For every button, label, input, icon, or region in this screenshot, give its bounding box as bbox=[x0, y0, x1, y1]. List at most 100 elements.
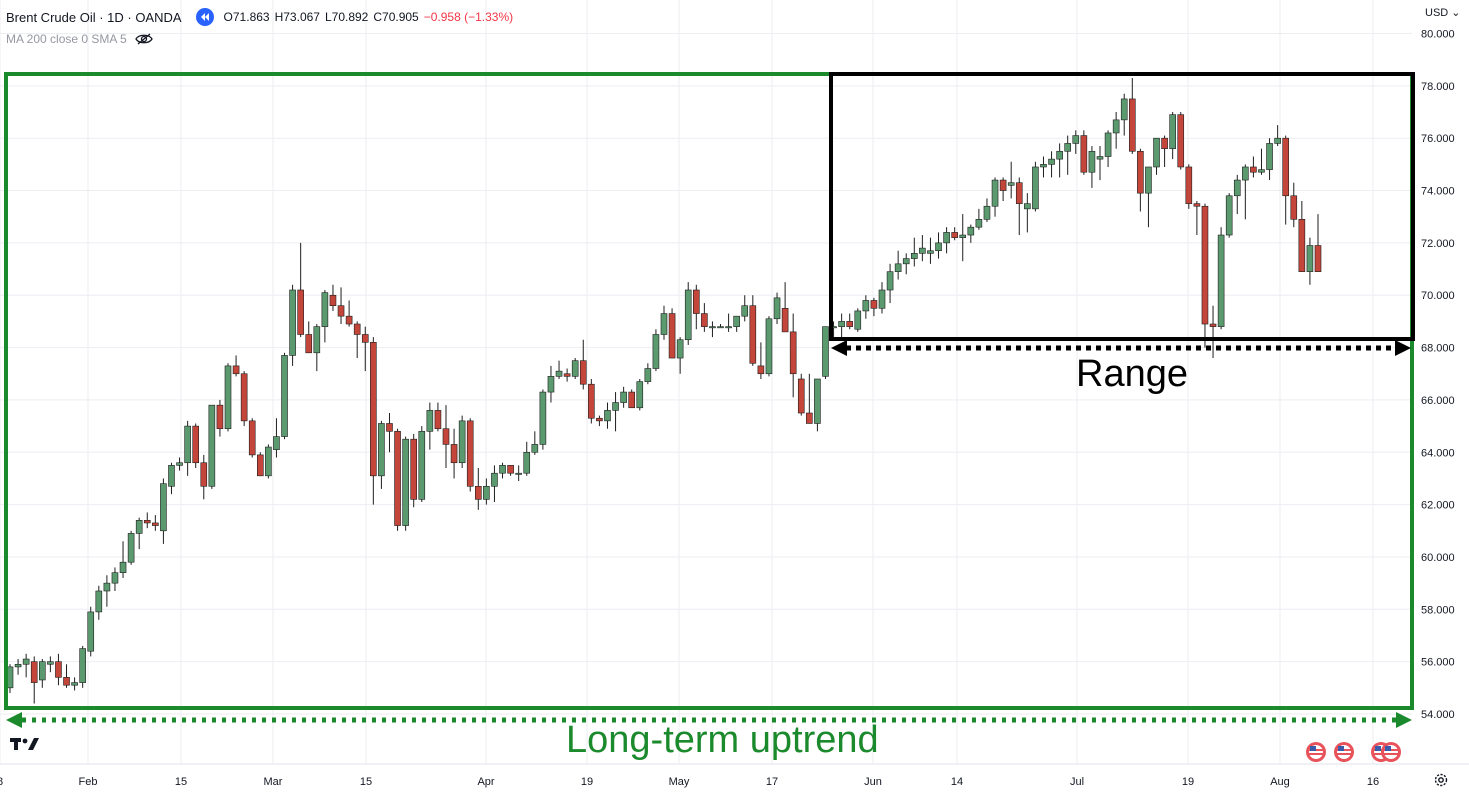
candle bbox=[886, 263, 894, 304]
trend-arrow bbox=[6, 712, 1412, 728]
candle bbox=[588, 378, 595, 424]
tradingview-logo-icon[interactable] bbox=[10, 736, 40, 757]
y-tick-label: 80.000 bbox=[1421, 29, 1455, 41]
candle bbox=[248, 418, 256, 458]
candlestick-series bbox=[6, 77, 1322, 704]
candle-body bbox=[232, 365, 240, 375]
candle bbox=[523, 441, 531, 476]
candle bbox=[152, 515, 159, 531]
candle bbox=[846, 313, 854, 330]
candle bbox=[854, 308, 862, 332]
candle-body bbox=[337, 305, 345, 317]
candle bbox=[38, 659, 46, 688]
candle bbox=[1056, 143, 1063, 178]
candle-body bbox=[709, 326, 716, 329]
candle-body bbox=[628, 391, 636, 409]
candle-body bbox=[935, 242, 942, 252]
candle-body bbox=[725, 326, 732, 329]
candle bbox=[596, 415, 603, 427]
candle-body bbox=[1314, 245, 1322, 272]
candle bbox=[1282, 135, 1290, 225]
chevron-down-icon: ⌄ bbox=[1448, 7, 1461, 19]
x-tick-label: May bbox=[669, 776, 690, 788]
candle-body bbox=[394, 431, 401, 526]
candle bbox=[22, 653, 30, 678]
candle bbox=[910, 237, 918, 267]
candle bbox=[604, 402, 611, 429]
candle bbox=[789, 313, 797, 398]
candle bbox=[378, 420, 385, 489]
candle-body bbox=[733, 315, 740, 327]
candle bbox=[1306, 237, 1314, 285]
candle-body bbox=[660, 313, 668, 335]
candle-body bbox=[1064, 143, 1072, 152]
candle-body bbox=[353, 323, 361, 335]
replay-icon[interactable] bbox=[195, 8, 214, 26]
candle bbox=[63, 664, 70, 688]
candle bbox=[919, 235, 926, 262]
gear-icon[interactable] bbox=[1433, 772, 1449, 793]
candle bbox=[361, 326, 369, 372]
candle bbox=[402, 436, 409, 531]
candle bbox=[103, 575, 111, 607]
candle-body bbox=[1274, 137, 1281, 144]
candle-body bbox=[1242, 166, 1249, 181]
y-tick-label: 68.000 bbox=[1421, 343, 1455, 355]
candle-body bbox=[1258, 169, 1265, 173]
candle bbox=[47, 656, 54, 673]
candle-body bbox=[103, 582, 111, 592]
candle bbox=[386, 413, 393, 453]
candle-body bbox=[176, 462, 183, 466]
candle bbox=[289, 284, 296, 366]
candle bbox=[1064, 135, 1072, 175]
candle bbox=[1088, 146, 1096, 188]
candle-body bbox=[789, 331, 797, 375]
candle bbox=[1298, 201, 1306, 272]
candle bbox=[71, 677, 78, 691]
candle bbox=[701, 303, 708, 332]
time-axis: 8 Feb 15 Mar 15 Apr 19 May 17 Jun 14 Jul 19 Aug 16 bbox=[0, 763, 1469, 788]
candle-body bbox=[781, 308, 789, 333]
eye-crossed-icon[interactable] bbox=[134, 32, 153, 46]
candle bbox=[265, 444, 272, 479]
candle-body bbox=[119, 561, 127, 573]
candle-body bbox=[838, 321, 845, 327]
candle-body bbox=[313, 326, 321, 354]
candle bbox=[999, 177, 1007, 202]
y-tick-label: 78.000 bbox=[1421, 81, 1455, 93]
candle-body bbox=[1015, 182, 1023, 204]
event-flag-icon[interactable] bbox=[1380, 741, 1402, 763]
x-tick-label: Feb bbox=[79, 776, 98, 788]
candle-body bbox=[636, 381, 644, 409]
currency-selector[interactable]: USD ⌄ bbox=[1425, 6, 1461, 19]
candle-body bbox=[822, 326, 829, 377]
candle-body bbox=[717, 326, 724, 329]
candle bbox=[160, 478, 167, 544]
candle-body bbox=[38, 661, 46, 681]
x-tick-label: Aug bbox=[1270, 776, 1290, 788]
candle bbox=[660, 305, 668, 340]
candle bbox=[1072, 130, 1080, 154]
candle bbox=[1015, 177, 1023, 236]
candle-body bbox=[991, 179, 999, 207]
x-tick-label: 15 bbox=[175, 776, 187, 788]
price-axis: 80.000 78.000 76.000 74.000 72.000 70.000 68.0… bbox=[1421, 29, 1455, 722]
candle-body bbox=[1032, 166, 1039, 210]
candle bbox=[216, 399, 224, 437]
candle-body bbox=[854, 310, 862, 330]
y-tick-label: 54.000 bbox=[1421, 709, 1455, 721]
candle bbox=[1096, 146, 1104, 181]
candle-body bbox=[959, 234, 967, 238]
candle bbox=[1137, 148, 1144, 212]
indicator-legend[interactable]: MA 200 close 0 SMA 5 bbox=[6, 32, 153, 46]
candle-body bbox=[741, 305, 749, 317]
candle-body bbox=[1153, 137, 1160, 168]
candle bbox=[636, 378, 644, 411]
candle-body bbox=[1209, 323, 1217, 327]
y-tick-label: 58.000 bbox=[1421, 604, 1455, 616]
candle-body bbox=[1072, 135, 1080, 144]
event-flag-icon[interactable] bbox=[1333, 741, 1355, 763]
symbol-title[interactable]: Brent Crude Oil · 1D · OANDA bbox=[6, 9, 182, 25]
event-flag-icon[interactable] bbox=[1305, 741, 1327, 763]
